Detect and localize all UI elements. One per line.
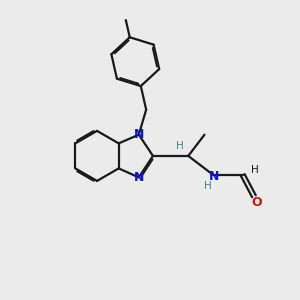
Text: O: O: [251, 196, 262, 209]
Text: N: N: [209, 170, 219, 183]
Text: N: N: [134, 171, 144, 184]
Text: N: N: [134, 128, 144, 141]
Text: H: H: [176, 142, 184, 152]
Text: H: H: [204, 181, 212, 191]
Text: H: H: [251, 165, 259, 175]
